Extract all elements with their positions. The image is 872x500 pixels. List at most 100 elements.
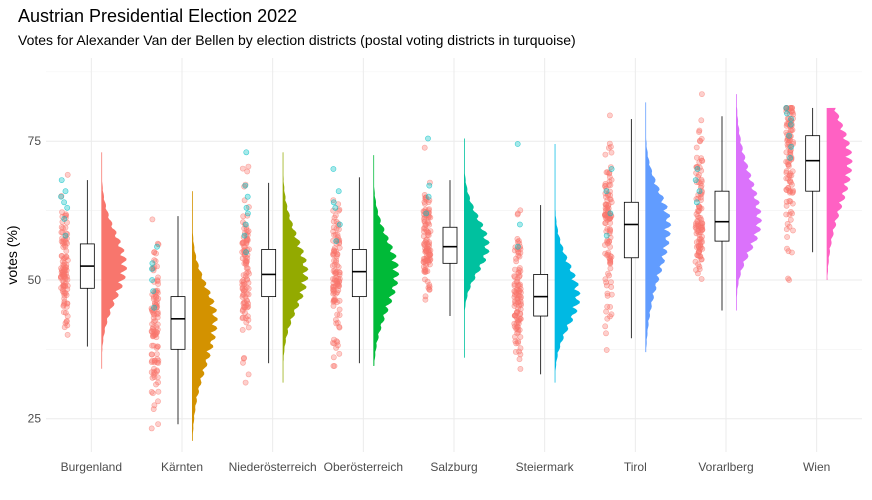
data-point	[694, 163, 700, 170]
data-point	[516, 327, 523, 333]
density-layer	[101, 94, 853, 441]
data-point	[245, 279, 252, 286]
x-tick-label: Vorarlberg	[698, 460, 753, 474]
data-point	[697, 138, 703, 145]
postal-point	[788, 143, 795, 150]
data-point	[63, 261, 70, 268]
data-point	[606, 272, 612, 279]
postal-point	[335, 188, 342, 195]
data-point	[333, 299, 340, 306]
postal-point	[333, 238, 340, 244]
data-point	[605, 249, 612, 256]
data-point	[607, 260, 614, 267]
data-point	[59, 258, 66, 265]
data-point	[330, 207, 337, 214]
postal-point	[783, 105, 790, 111]
box-kärnten	[170, 296, 186, 350]
data-point	[788, 208, 794, 215]
x-tick-label: Kärnten	[161, 460, 203, 474]
data-point	[155, 421, 161, 427]
data-point	[696, 179, 702, 186]
postal-point	[603, 232, 610, 239]
postal-point	[61, 215, 68, 222]
box-tirol	[623, 201, 639, 259]
data-point	[604, 315, 611, 322]
data-point	[516, 356, 523, 363]
data-point	[152, 331, 159, 338]
postal-point	[694, 166, 701, 172]
data-point	[604, 206, 610, 213]
density-kärnten	[192, 191, 218, 441]
postal-point	[61, 199, 67, 206]
y-tick-label: 75	[28, 134, 42, 148]
data-point	[607, 303, 613, 310]
data-point	[515, 338, 522, 345]
x-tick-label: Burgenland	[61, 460, 122, 474]
data-point	[336, 350, 343, 357]
density-niederösterreich	[282, 152, 309, 383]
data-point	[608, 291, 615, 298]
postal-point	[151, 304, 157, 311]
data-point	[149, 291, 156, 298]
data-point	[154, 374, 161, 381]
data-point	[61, 295, 68, 302]
data-point	[64, 313, 71, 320]
data-point	[240, 291, 247, 298]
data-point	[335, 226, 342, 233]
data-point	[426, 206, 432, 212]
postal-point	[149, 265, 155, 272]
data-point	[698, 117, 705, 124]
data-point	[149, 374, 156, 381]
data-point	[789, 181, 795, 188]
data-point	[148, 425, 155, 432]
data-point	[59, 209, 65, 215]
data-point	[694, 213, 701, 220]
postal-point	[786, 132, 792, 139]
data-point	[421, 241, 427, 248]
postal-point	[336, 221, 343, 228]
data-point	[788, 105, 794, 111]
data-point	[606, 140, 613, 147]
data-point	[602, 323, 609, 330]
data-point	[788, 172, 795, 179]
x-tick-label: Niederösterreich	[229, 460, 317, 474]
data-point	[61, 274, 67, 281]
data-point	[243, 302, 250, 309]
data-point	[330, 283, 336, 290]
data-point	[154, 314, 161, 321]
data-point	[240, 359, 246, 366]
data-point	[244, 265, 251, 272]
data-point	[332, 231, 339, 238]
data-point	[513, 314, 520, 321]
data-point	[333, 320, 340, 327]
postal-point	[425, 135, 431, 142]
data-point	[246, 246, 252, 253]
data-point	[515, 281, 522, 288]
data-point	[426, 283, 433, 290]
postal-point	[58, 177, 65, 183]
data-point	[426, 286, 433, 293]
data-point	[783, 175, 790, 182]
data-point	[698, 194, 704, 201]
data-point	[516, 302, 523, 309]
data-point	[602, 212, 608, 219]
axes-layer: Burgenland Kärnten Niederösterreich Oberöst…	[4, 134, 830, 474]
box-niederösterreich	[261, 249, 277, 298]
data-point	[512, 348, 519, 355]
data-point	[699, 91, 705, 97]
data-point	[241, 299, 248, 306]
data-point	[515, 286, 521, 293]
data-point	[64, 331, 71, 338]
data-point	[786, 197, 793, 204]
x-tick-label: Steiermark	[516, 460, 575, 474]
postal-point	[603, 188, 610, 195]
data-point	[422, 247, 429, 254]
data-point	[329, 339, 336, 346]
postal-point	[607, 210, 614, 217]
y-tick-label: 50	[28, 273, 42, 287]
data-point	[607, 265, 614, 272]
boxplot-layer	[79, 107, 821, 425]
postal-point	[150, 288, 157, 294]
data-point	[517, 345, 524, 352]
data-point	[149, 351, 155, 358]
